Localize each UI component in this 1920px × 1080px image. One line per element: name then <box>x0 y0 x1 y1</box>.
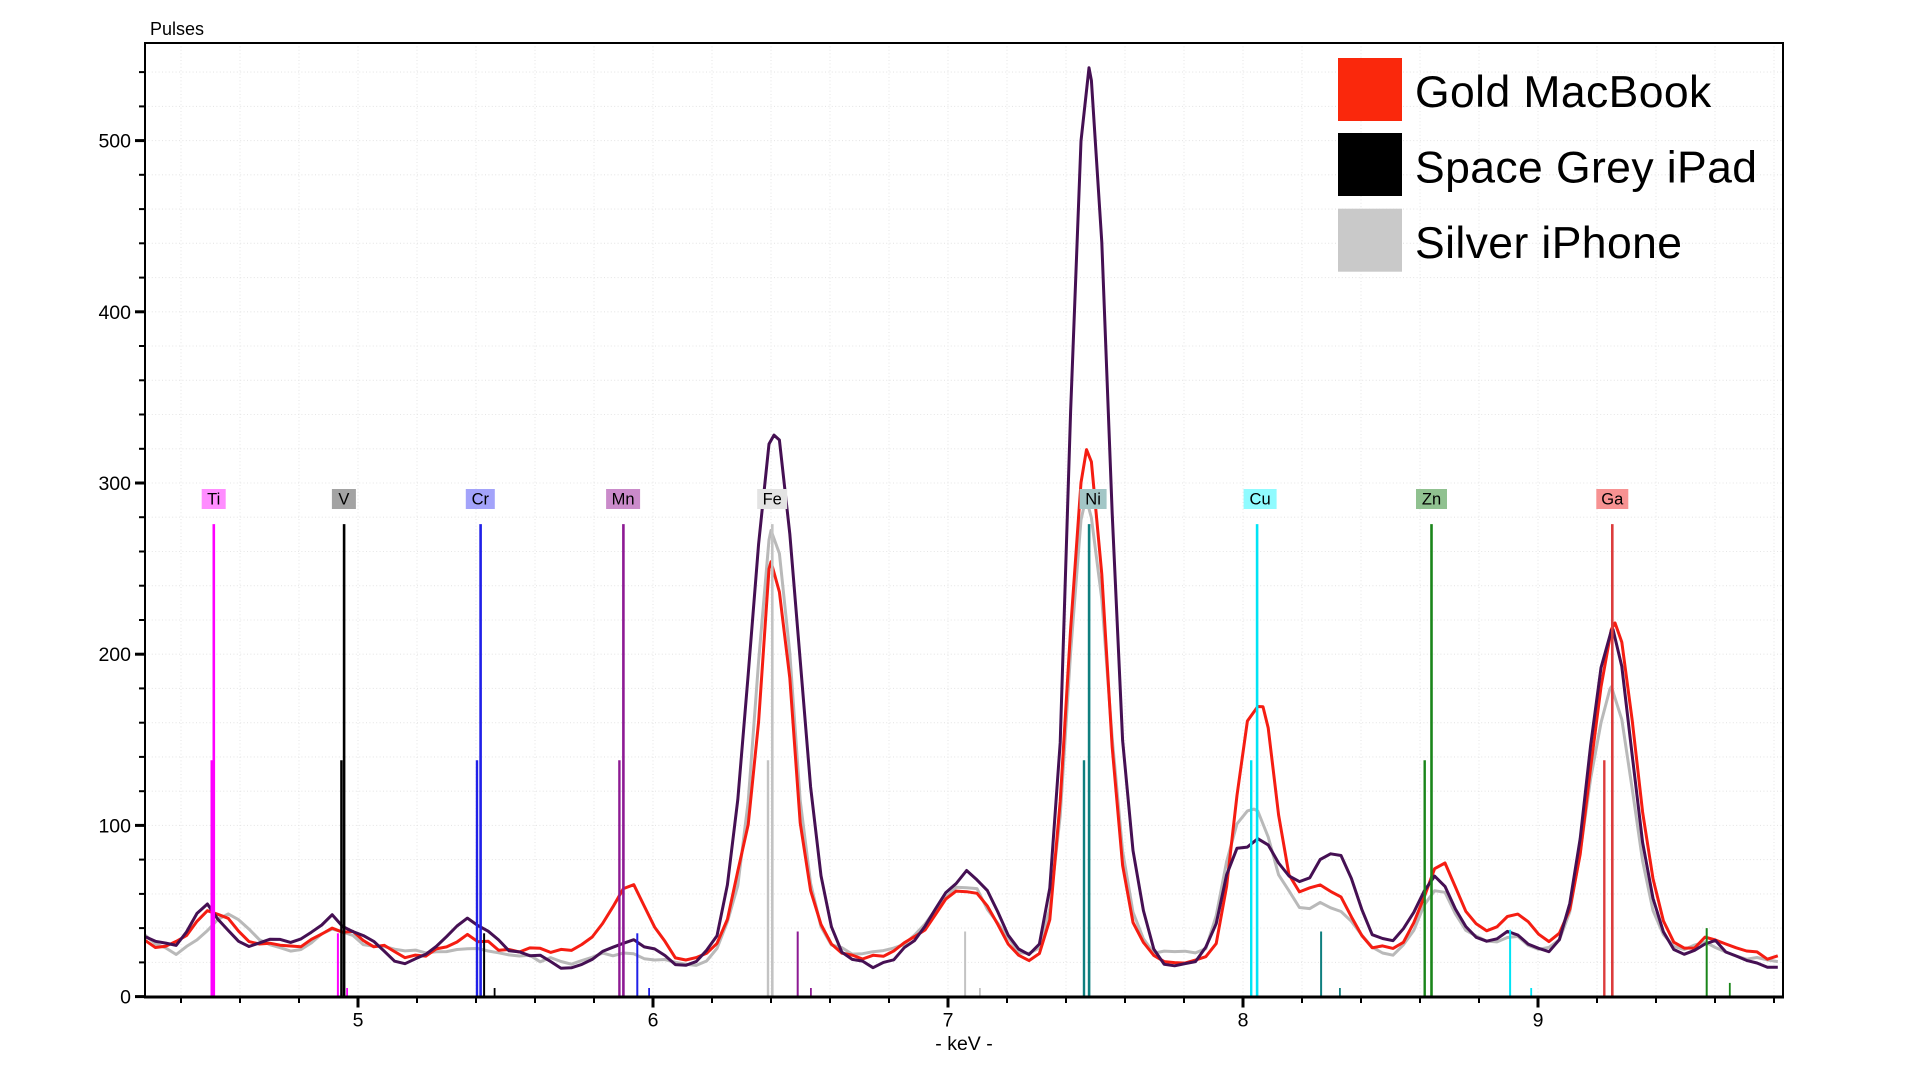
svg-text:Fe: Fe <box>763 491 782 509</box>
svg-text:0: 0 <box>120 987 131 1009</box>
svg-text:5: 5 <box>353 1010 364 1032</box>
svg-text:7: 7 <box>943 1010 954 1032</box>
svg-text:Space Grey iPad: Space Grey iPad <box>1415 144 1757 193</box>
svg-text:9: 9 <box>1533 1010 1544 1032</box>
svg-text:100: 100 <box>98 815 131 837</box>
svg-text:V: V <box>338 491 349 509</box>
svg-text:Ti: Ti <box>207 491 220 509</box>
svg-text:300: 300 <box>98 473 131 495</box>
svg-text:Mn: Mn <box>612 491 635 509</box>
svg-text:8: 8 <box>1238 1010 1249 1032</box>
svg-text:Silver iPhone: Silver iPhone <box>1415 219 1682 268</box>
svg-text:400: 400 <box>98 302 131 324</box>
svg-text:- keV -: - keV - <box>935 1033 992 1055</box>
svg-text:6: 6 <box>648 1010 659 1032</box>
svg-text:Zn: Zn <box>1422 491 1441 509</box>
svg-text:Cu: Cu <box>1250 491 1271 509</box>
svg-text:200: 200 <box>98 644 131 666</box>
svg-text:Cr: Cr <box>472 491 490 509</box>
svg-text:Gold MacBook: Gold MacBook <box>1415 68 1712 117</box>
svg-text:Pulses: Pulses <box>150 19 204 39</box>
svg-text:Ga: Ga <box>1601 491 1624 509</box>
svg-text:Ni: Ni <box>1085 491 1101 509</box>
svg-text:500: 500 <box>98 131 131 153</box>
